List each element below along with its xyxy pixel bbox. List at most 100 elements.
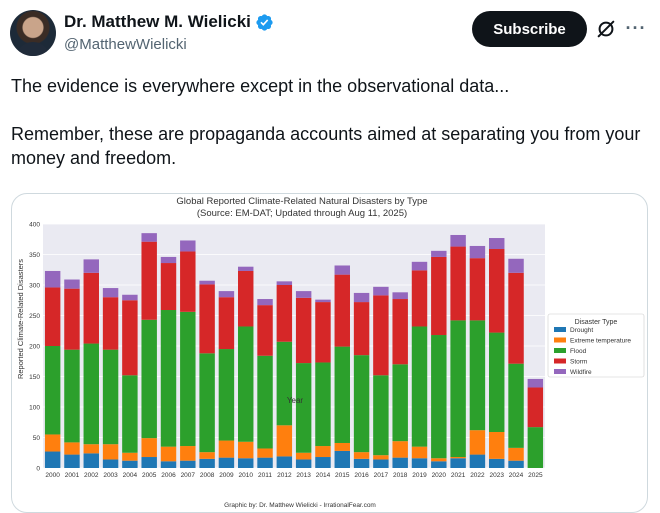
bar-segment-storm — [431, 256, 447, 336]
bar-segment-flood — [450, 320, 466, 458]
x-tick-label: 2001 — [65, 472, 80, 479]
display-name[interactable]: Dr. Matthew M. Wielicki — [64, 12, 251, 31]
bar-segment-flood — [392, 364, 408, 442]
bar-segment-extreme-temperature — [373, 455, 389, 460]
x-tick-label: 2024 — [509, 472, 524, 479]
chart-legend: Disaster Type Drought Extreme temperature… — [547, 313, 645, 378]
bar-segment-flood — [64, 349, 80, 443]
bar-segment-storm — [102, 297, 119, 350]
bar-segment-storm — [469, 258, 486, 321]
bar-segment-drought — [334, 450, 350, 468]
bar-segment-extreme-temperature — [315, 446, 331, 458]
bar-segment-drought — [64, 454, 80, 468]
y-tick-label: 0 — [36, 466, 40, 473]
bar-segment-drought — [508, 460, 524, 468]
bar-segment-flood — [218, 349, 235, 441]
bar-segment-wildfire — [295, 291, 312, 298]
bar-segment-flood — [373, 375, 389, 456]
legend-swatch — [554, 369, 566, 374]
bar-segment-drought — [218, 457, 235, 468]
x-tick-label: 2017 — [374, 472, 389, 479]
bar-segment-flood — [257, 355, 273, 449]
slash-circle-icon[interactable] — [595, 18, 617, 40]
bar-segment-storm — [373, 295, 389, 376]
chart-y-axis: 0 50 100 150 200 250 300 350 400 — [29, 222, 40, 473]
bar-segment-storm — [276, 285, 293, 342]
bar-segment-wildfire — [238, 266, 254, 271]
bar-segment-wildfire — [218, 291, 235, 298]
x-tick-label: 2018 — [393, 472, 408, 479]
x-tick-label: 2021 — [451, 472, 466, 479]
chart-title: Global Reported Climate-Related Natural … — [176, 196, 427, 207]
bar-segment-extreme-temperature — [160, 446, 177, 462]
bar-segment-flood — [276, 341, 293, 426]
bar-segment-flood — [527, 427, 544, 468]
bar-segment-storm — [527, 387, 544, 428]
legend-title: Disaster Type — [575, 319, 618, 326]
bar-segment-flood — [160, 310, 177, 447]
bar-segment-storm — [489, 249, 505, 333]
x-tick-label: 2002 — [84, 472, 99, 479]
x-tick-label: 2006 — [161, 472, 176, 479]
x-tick-label: 2000 — [45, 472, 60, 479]
bar-segment-flood — [353, 355, 370, 453]
post-media-chart[interactable]: Global Reported Climate-Related Natural … — [11, 193, 648, 513]
x-tick-label: 2023 — [489, 472, 504, 479]
bar-segment-flood — [508, 363, 524, 448]
bar-segment-extreme-temperature — [411, 446, 428, 459]
author-handle[interactable]: @MatthewWielicki — [64, 36, 187, 53]
avatar[interactable] — [10, 10, 56, 56]
bar-segment-flood — [295, 363, 312, 453]
bar-segment-storm — [334, 274, 350, 347]
subscribe-button[interactable]: Subscribe — [472, 11, 587, 47]
bar-segment-drought — [450, 458, 466, 468]
bar-segment-extreme-temperature — [199, 452, 215, 459]
x-tick-label: 2004 — [123, 472, 138, 479]
bar-segment-flood — [238, 326, 254, 442]
bar-segment-extreme-temperature — [238, 441, 254, 459]
bar-segment-wildfire — [469, 245, 486, 259]
bar-segment-drought — [83, 453, 99, 468]
x-tick-label: 2012 — [277, 472, 292, 479]
bar-segment-drought — [489, 458, 505, 468]
x-tick-label: 2025 — [528, 472, 543, 479]
more-horizontal-icon[interactable]: ··· — [625, 18, 647, 38]
bar-segment-storm — [199, 284, 215, 354]
bar-segment-drought — [257, 457, 273, 468]
bar-segment-drought — [315, 457, 331, 468]
bar-segment-wildfire — [489, 238, 505, 250]
bar-segment-flood — [199, 353, 215, 453]
bar-segment-drought — [373, 459, 389, 468]
bar-segment-storm — [450, 246, 466, 321]
bar-segment-extreme-temperature — [257, 448, 273, 458]
bar-segment-extreme-temperature — [44, 434, 61, 452]
x-tick-label: 2007 — [181, 472, 196, 479]
bar-segment-storm — [141, 241, 157, 320]
bar-segment-drought — [141, 457, 157, 468]
bar-segment-drought — [102, 459, 119, 468]
bar-segment-wildfire — [392, 292, 408, 300]
bar-segment-extreme-temperature — [431, 458, 447, 462]
legend-swatch — [554, 327, 566, 332]
bar-segment-flood — [469, 320, 486, 431]
bar-segment-flood — [102, 349, 119, 445]
bar-segment-wildfire — [160, 256, 177, 264]
bar-segment-flood — [489, 332, 505, 433]
post-text-line-2: Remember, these are propaganda accounts … — [11, 124, 641, 168]
bar-segment-storm — [180, 251, 196, 312]
x-tick-label: 2016 — [354, 472, 369, 479]
bar-segment-flood — [411, 326, 428, 447]
bar-segment-storm — [218, 297, 235, 350]
x-tick-label: 2005 — [142, 472, 157, 479]
bar-segment-drought — [238, 458, 254, 468]
legend-label: Extreme temperature — [570, 338, 631, 345]
bar-segment-drought — [44, 451, 61, 468]
x-tick-label: 2008 — [200, 472, 215, 479]
bar-segment-extreme-temperature — [334, 442, 350, 451]
bar-segment-storm — [44, 287, 61, 346]
y-tick-label: 100 — [29, 405, 40, 412]
bar-segment-storm — [392, 299, 408, 365]
x-tick-label: 2003 — [103, 472, 118, 479]
legend-label: Wildfire — [570, 369, 592, 376]
bar-segment-flood — [141, 319, 157, 439]
